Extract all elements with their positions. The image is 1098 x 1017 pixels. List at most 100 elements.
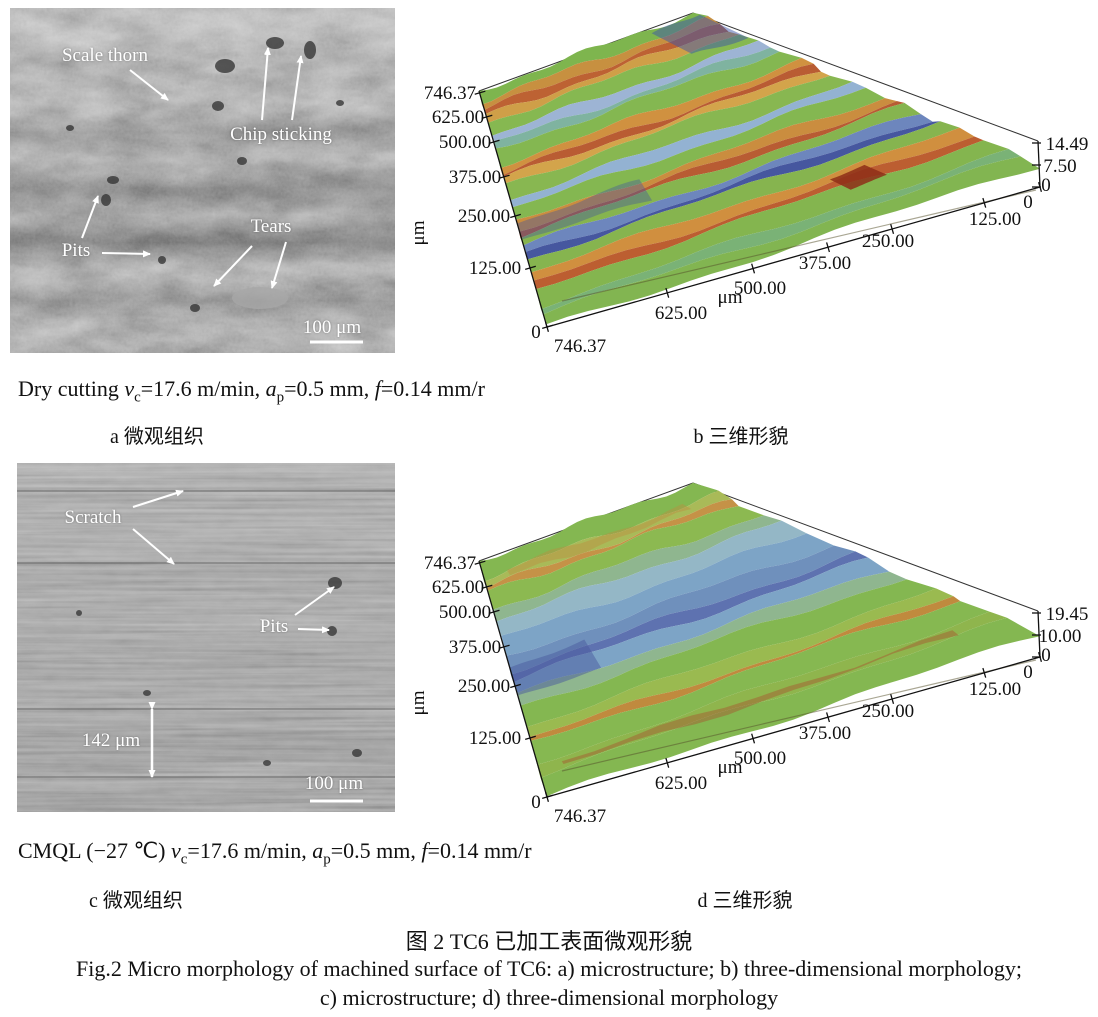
surface-band: [520, 102, 921, 246]
y-tick: [481, 584, 493, 589]
surface-band: [531, 601, 990, 765]
surface-plot-svg: 746.37625.00500.00375.00250.00125.000746…: [410, 12, 1088, 355]
y-tick: [488, 139, 500, 144]
y-tick: [474, 560, 486, 565]
x-tick-label: 250.00: [862, 701, 914, 722]
surface-band: [501, 533, 834, 656]
y-tick: [525, 265, 536, 271]
tick-labels: 746.37625.00500.00375.00250.00125.000746…: [410, 83, 1088, 355]
surface-band: [537, 611, 1007, 778]
surface-bands: [479, 482, 1040, 797]
pits-label: Pits: [259, 616, 289, 637]
tick-labels: 746.37 625.00 500.00 375.00 250.00 125.00 0 746…: [410, 553, 1088, 825]
y-tick-label: 250.00: [458, 676, 510, 697]
x-tick: [982, 197, 987, 208]
y-tick: [474, 90, 486, 95]
sem-c-mottle: [17, 463, 395, 812]
surface-accents: [517, 14, 887, 240]
surface-plot-b: 746.37 625.00 500.00 375.00 250.00 125.00 0 746…: [410, 5, 1098, 355]
surface-band: [494, 47, 780, 149]
surface-band: [484, 490, 732, 589]
z-axis-line: [1037, 140, 1041, 188]
surface-band: [527, 121, 960, 273]
surface-band: [540, 617, 1040, 797]
x-tick: [890, 694, 895, 704]
x-tick: [544, 792, 550, 802]
condition-segment: =17.6 m/min,: [140, 376, 266, 401]
y-tick-label: 746.37: [424, 553, 476, 574]
surface-band: [543, 156, 1040, 324]
surface-band: [479, 12, 708, 105]
surface-accent: [561, 630, 959, 764]
panel-label-b: b 三维形貌: [693, 426, 789, 448]
z-tick-label: 0: [1041, 175, 1051, 196]
surface-band: [484, 23, 729, 114]
sem-texture-c: [17, 463, 395, 812]
y-tick: [488, 609, 500, 614]
condition-segment: f: [421, 838, 428, 863]
surface-plot-svg: 746.37 625.00 500.00 375.00 250.00 125.00 0 746…: [410, 482, 1088, 825]
annotation-arrow: [294, 586, 335, 616]
figure-caption-en-1: Fig.2 Micro morphology of machined surfa…: [76, 956, 1022, 981]
y-tick-label: 125.00: [469, 258, 521, 279]
annotation-arrow: [297, 626, 330, 634]
condition-segment: Dry cutting: [18, 376, 125, 401]
x-tick-label: 125.00: [969, 209, 1021, 230]
annotation-arrow: [101, 250, 151, 258]
surface-band: [510, 81, 866, 208]
x-tick-label: 625.00: [655, 773, 707, 794]
surface-band: [526, 588, 954, 737]
z-tick-label: 0: [1041, 645, 1051, 666]
box-edge: [692, 482, 1039, 612]
y-tick-label: 625.00: [432, 107, 484, 128]
figure-caption-en-2: c) microstructure; d) three-dimensional …: [319, 985, 779, 1010]
z-tick-label: 19.45: [1046, 604, 1089, 625]
x-tick-label: 0: [1023, 662, 1033, 683]
x-tick: [825, 712, 831, 723]
surface-band: [505, 75, 853, 201]
annotation-arrow: [261, 47, 271, 121]
sem-a-tear-patch: [232, 287, 288, 309]
y-tick: [498, 644, 510, 649]
x-axis-unit-label: μm: [718, 757, 743, 778]
x-tick-label: 375.00: [799, 723, 851, 744]
surface-band: [486, 499, 739, 591]
tears-label: Tears: [250, 216, 292, 237]
annotation-arrow: [270, 241, 287, 289]
annotation-arrow: [132, 528, 175, 565]
x-tick-label: 746.37: [554, 806, 606, 825]
surface-accents: [507, 503, 959, 764]
annotation-arrow: [291, 55, 304, 121]
axes: [474, 560, 1043, 802]
y-tick-label: 500.00: [439, 602, 491, 623]
x-tick: [544, 322, 550, 332]
condition-caption-1: Dry cutting vc=17.6 m/min, ap=0.5 mm, f=…: [18, 376, 485, 406]
sem-a-grain: [10, 8, 395, 353]
surface-band: [492, 515, 782, 622]
y-tick-label: 746.37: [424, 83, 476, 104]
surface-bands: [479, 12, 1040, 324]
panel-label-d: d 三维形貌: [697, 890, 793, 912]
x-tick-label: 375.00: [799, 253, 851, 274]
surface-band: [513, 557, 890, 693]
y-tick: [498, 174, 510, 179]
x-tick: [665, 287, 670, 298]
z-axis-line: [1037, 610, 1041, 658]
y-tick-label: 625.00: [432, 577, 484, 598]
y-tick: [510, 683, 522, 689]
condition-segment: v: [124, 376, 135, 401]
chip-sticking-label: Chip sticking: [230, 124, 332, 145]
condition-segment: f: [374, 376, 381, 401]
y-tick: [510, 213, 522, 219]
annotation-arrow: [129, 69, 169, 101]
surface-band: [504, 71, 830, 184]
surface-band: [479, 482, 719, 582]
z-tick-label: 14.49: [1046, 134, 1089, 155]
annotation-arrow: [213, 245, 253, 287]
y-tick-label: 125.00: [469, 728, 521, 749]
pits-label: Pits: [61, 240, 91, 261]
z-tick-label: 7.50: [1043, 156, 1076, 177]
x-tick: [982, 667, 987, 678]
x-tick: [751, 733, 756, 744]
